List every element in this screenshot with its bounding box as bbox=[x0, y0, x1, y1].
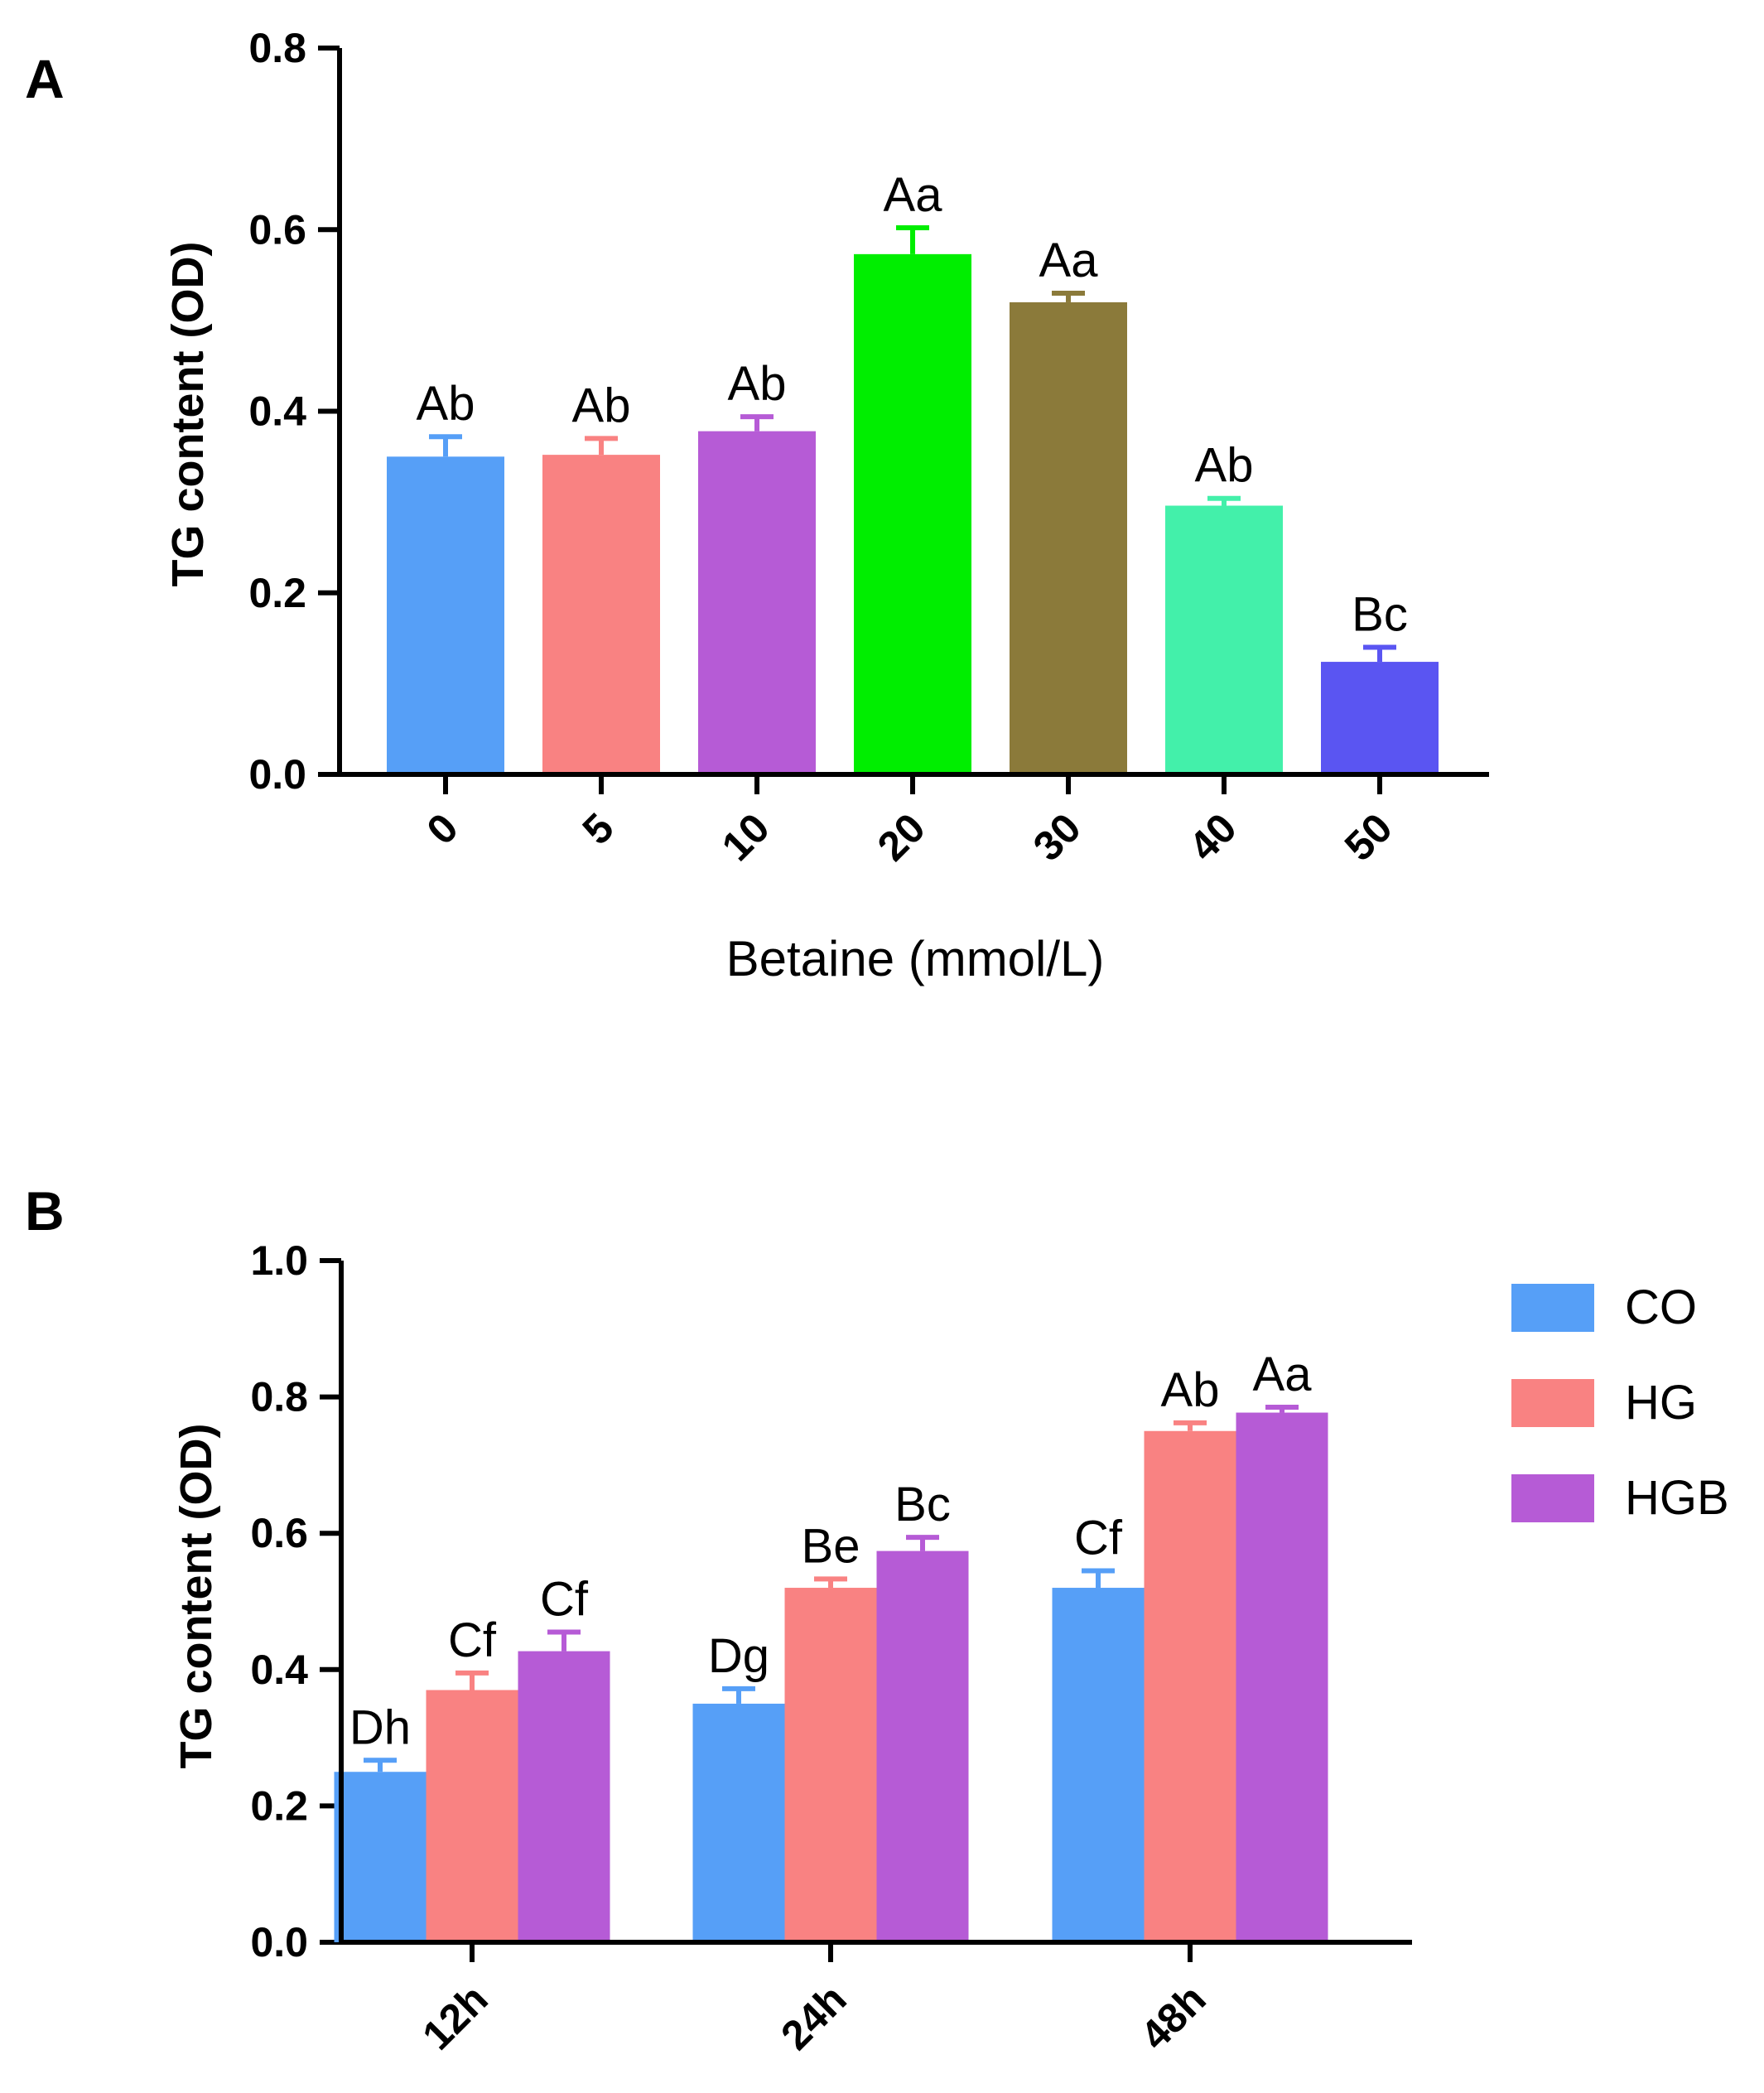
panel-a-letter: A bbox=[25, 48, 65, 109]
panel-a-y-tick-label: 0.2 bbox=[248, 570, 306, 616]
bar-30-mmol bbox=[1010, 301, 1127, 774]
data-label-hg-12h: Cf bbox=[448, 1613, 497, 1667]
data-label-co-12h: Dh bbox=[349, 1700, 411, 1754]
data-label-0-mmol: Ab bbox=[417, 377, 475, 431]
data-label-co-24h: Dg bbox=[708, 1629, 769, 1683]
bar-co-24h bbox=[692, 1703, 785, 1942]
data-label-hgb-48h: Aa bbox=[1253, 1348, 1313, 1401]
x-tick-label-10: 10 bbox=[713, 804, 778, 870]
data-label-hgb-24h: Bc bbox=[894, 1478, 951, 1531]
panel-a-y-tick-label: 0.0 bbox=[248, 751, 306, 798]
bar-hgb-48h bbox=[1236, 1412, 1328, 1942]
panel-b-y-tick-label: 0.6 bbox=[250, 1510, 308, 1556]
bar-hg-48h bbox=[1144, 1430, 1236, 1942]
x-tick-label-12h: 12h bbox=[413, 1975, 497, 2059]
panel-b-bars: Dh Cf Cf 12h Dg Be Bc 24h Cf Ab Aa 48h bbox=[334, 1348, 1328, 2059]
panel-a: A TG content (OD) Betaine (mmol/L) 0.00.… bbox=[25, 25, 1489, 986]
bar-hgb-12h bbox=[518, 1651, 610, 1942]
panel-b: B TG content (OD) 0.0 0.2 0.4 0.6 0.8 1.0 Dh C… bbox=[25, 1180, 1729, 2059]
data-label-hg-48h: Ab bbox=[1161, 1363, 1220, 1417]
data-label-50-mmol: Bc bbox=[1352, 588, 1408, 642]
x-tick-label-48h: 48h bbox=[1131, 1975, 1215, 2059]
data-label-5-mmol: Ab bbox=[572, 379, 631, 432]
bar-10-mmol bbox=[698, 431, 816, 774]
data-label-hgb-12h: Cf bbox=[540, 1573, 589, 1627]
bar-co-48h bbox=[1052, 1588, 1145, 1942]
panel-a-axes bbox=[337, 48, 1489, 777]
panel-b-y-tick-label: 0.8 bbox=[250, 1374, 308, 1420]
panel-b-y-ticks: 0.0 0.2 0.4 0.6 0.8 1.0 bbox=[250, 1237, 341, 1965]
panel-a-y-tick-label: 0.6 bbox=[248, 206, 306, 253]
bar-hg-24h bbox=[784, 1588, 877, 1942]
legend-swatch-hg bbox=[1511, 1379, 1594, 1427]
panel-b-y-axis-title: TG content (OD) bbox=[171, 1424, 221, 1769]
x-tick-label-20: 20 bbox=[869, 804, 934, 870]
data-label-20-mmol: Aa bbox=[884, 168, 943, 222]
x-tick-label-40: 40 bbox=[1180, 804, 1246, 870]
bar-5-mmol bbox=[542, 455, 660, 774]
panel-a-y-ticks: 0.0 0.2 0.4 0.6 0.8 bbox=[248, 25, 340, 798]
panel-a-bars: Ab 0 Ab 5 Ab 10 Aa 20 Aa 30 Ab 40 Bc 50 bbox=[387, 168, 1439, 870]
panel-b-y-tick-label: 0.0 bbox=[250, 1919, 308, 1965]
bar-0-mmol bbox=[387, 456, 504, 774]
data-label-40-mmol: Ab bbox=[1195, 439, 1254, 493]
x-tick-label-5: 5 bbox=[574, 804, 623, 853]
x-tick-label-30: 30 bbox=[1024, 804, 1090, 870]
data-label-10-mmol: Ab bbox=[728, 357, 787, 411]
x-tick-label-50: 50 bbox=[1336, 804, 1401, 870]
bar-co-12h bbox=[334, 1772, 427, 1942]
x-tick-label-0: 0 bbox=[418, 804, 467, 853]
data-label-co-48h: Cf bbox=[1074, 1511, 1123, 1565]
panel-a-y-tick-label: 0.8 bbox=[248, 25, 306, 71]
panel-b-letter: B bbox=[25, 1180, 65, 1242]
bar-hg-12h bbox=[426, 1690, 518, 1942]
panel-a-y-tick-label: 0.4 bbox=[248, 388, 306, 435]
panel-a-x-axis-title: Betaine (mmol/L) bbox=[726, 931, 1105, 986]
panel-b-y-tick-label: 0.4 bbox=[250, 1647, 308, 1693]
bar-40-mmol bbox=[1165, 505, 1283, 774]
data-label-30-mmol: Aa bbox=[1039, 234, 1099, 287]
panel-b-axes bbox=[339, 1261, 1412, 1945]
panel-a-y-axis-title: TG content (OD) bbox=[163, 242, 213, 587]
bar-hgb-24h bbox=[876, 1550, 969, 1942]
x-tick-label-24h: 24h bbox=[772, 1975, 855, 2059]
data-label-hg-24h: Be bbox=[802, 1519, 860, 1573]
legend-label-co: CO bbox=[1625, 1280, 1697, 1334]
legend-swatch-hgb bbox=[1511, 1474, 1594, 1522]
panel-b-legend: CO HG HGB bbox=[1511, 1280, 1729, 1525]
legend-label-hgb: HGB bbox=[1625, 1471, 1729, 1525]
legend-label-hg: HG bbox=[1625, 1376, 1697, 1430]
panel-b-y-tick-label: 0.2 bbox=[250, 1782, 308, 1829]
legend-swatch-co bbox=[1511, 1284, 1594, 1332]
bar-50-mmol bbox=[1321, 662, 1439, 774]
panel-b-y-tick-label: 1.0 bbox=[250, 1237, 308, 1284]
bar-20-mmol bbox=[854, 253, 971, 774]
